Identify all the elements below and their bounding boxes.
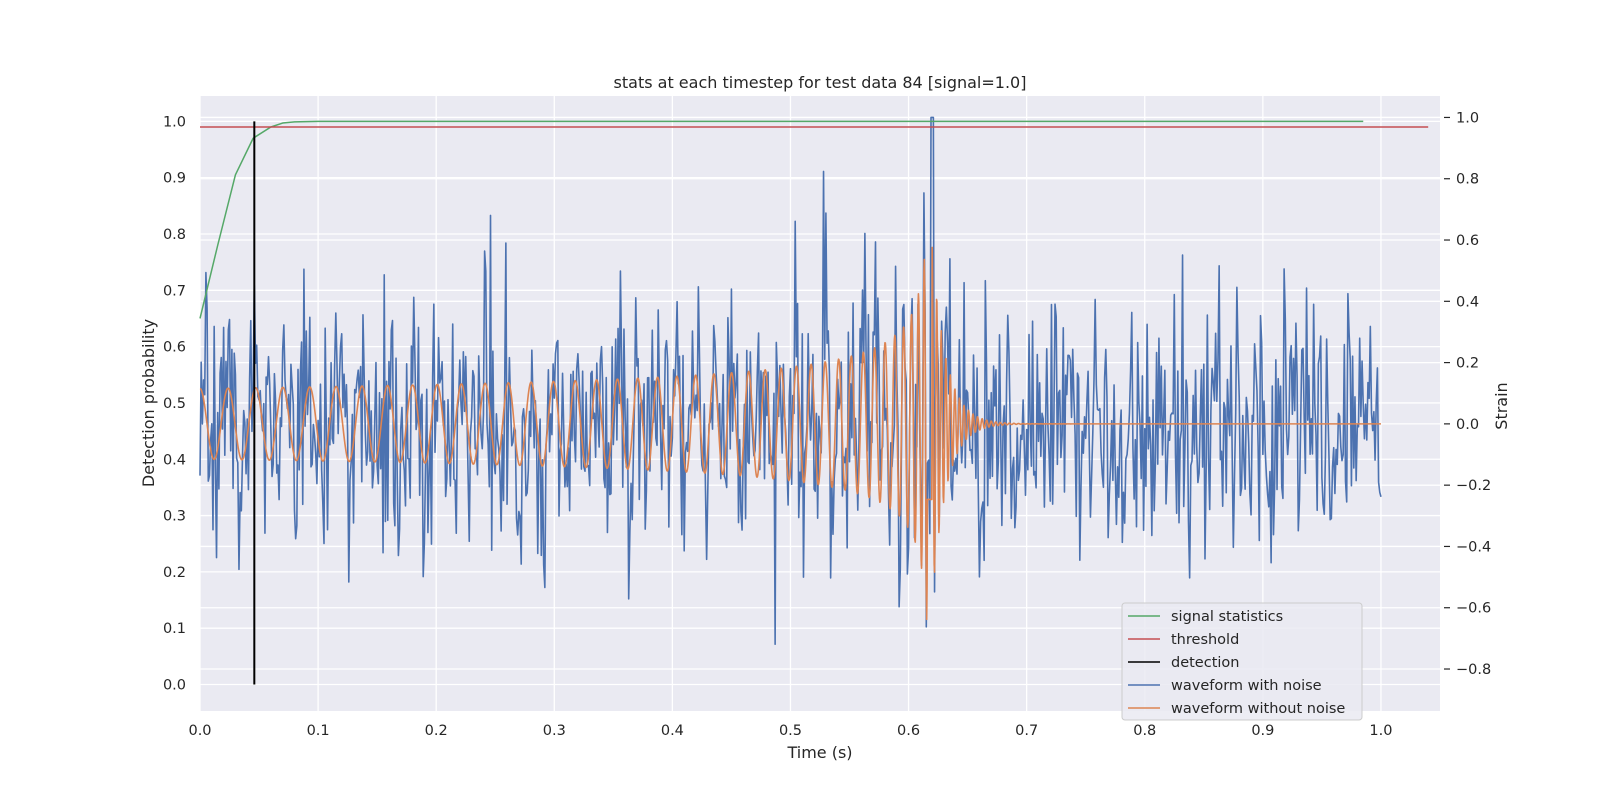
- series-layer: [199, 116, 1429, 685]
- x-tick-label: 0.0: [188, 723, 211, 739]
- legend-label-waveform-without-noise: waveform without noise: [1171, 701, 1345, 717]
- y-tick-label: 0.9: [163, 171, 186, 187]
- series-waveform-with-noise: [199, 116, 1382, 646]
- legend-label-waveform-with-noise: waveform with noise: [1171, 678, 1322, 694]
- y-tick-label: 0.1: [163, 621, 186, 637]
- legend-label-signal-statistics: signal statistics: [1171, 609, 1283, 625]
- x-tick-label: 0.4: [661, 723, 684, 739]
- y-tick-label: 0.6: [163, 340, 186, 356]
- legend-box: [1121, 602, 1363, 721]
- y2-tick-label: 0.8: [1456, 172, 1479, 188]
- y-tick-label: 1.0: [163, 114, 186, 130]
- y-tick-label: 0.7: [163, 283, 186, 299]
- x-tick-label: 0.9: [1251, 723, 1274, 739]
- y-tick-label: 0.4: [163, 452, 186, 468]
- chart-title: stats at each timestep for test data 84 …: [614, 73, 1027, 92]
- legend-label-detection: detection: [1171, 655, 1239, 671]
- y2-tick-label: 1.0: [1456, 110, 1479, 126]
- ticks: 0.0 0.1 0.2 0.3 0.4 0.5 0.6 0.7 0.8 0.9 1.0 0.0 0.1 0…: [163, 110, 1491, 739]
- y-tick-label: 0.2: [163, 565, 186, 581]
- y2-axis-label: Strain: [1492, 382, 1511, 429]
- legend-label-threshold: threshold: [1171, 632, 1239, 648]
- series-waveform-without-noise: [199, 246, 1382, 621]
- x-tick-label: 0.6: [897, 723, 920, 739]
- y-tick-label: 0.3: [163, 509, 186, 525]
- x-tick-label: 0.3: [543, 723, 566, 739]
- y2-tick-label: −0.8: [1456, 662, 1491, 678]
- y2-tick-label: −0.2: [1456, 478, 1491, 494]
- y2-tick-label: 0.2: [1456, 356, 1479, 372]
- x-tick-label: 0.8: [1133, 723, 1156, 739]
- y-axis-label: Detection probability: [139, 319, 158, 487]
- legend: signal statistics threshold detection wa…: [1121, 602, 1363, 721]
- x-tick-label: 0.1: [307, 723, 330, 739]
- y-tick-label: 0.5: [163, 396, 186, 412]
- x-tick-label: 1.0: [1369, 723, 1392, 739]
- x-tick-label: 0.5: [779, 723, 802, 739]
- x-tick-label: 0.7: [1015, 723, 1038, 739]
- y2-tick-label: 0.4: [1456, 294, 1479, 310]
- y2-tick-label: −0.4: [1456, 539, 1491, 555]
- x-tick-label: 0.2: [425, 723, 448, 739]
- y2-tick-label: −0.6: [1456, 601, 1491, 617]
- x-axis-label: Time (s): [786, 743, 852, 762]
- y-tick-label: 0.0: [163, 678, 186, 694]
- y-tick-label: 0.8: [163, 227, 186, 243]
- series-signal-statistics: [199, 120, 1364, 319]
- y2-tick-label: 0.6: [1456, 233, 1479, 249]
- y2-tick-label: 0.0: [1456, 417, 1479, 433]
